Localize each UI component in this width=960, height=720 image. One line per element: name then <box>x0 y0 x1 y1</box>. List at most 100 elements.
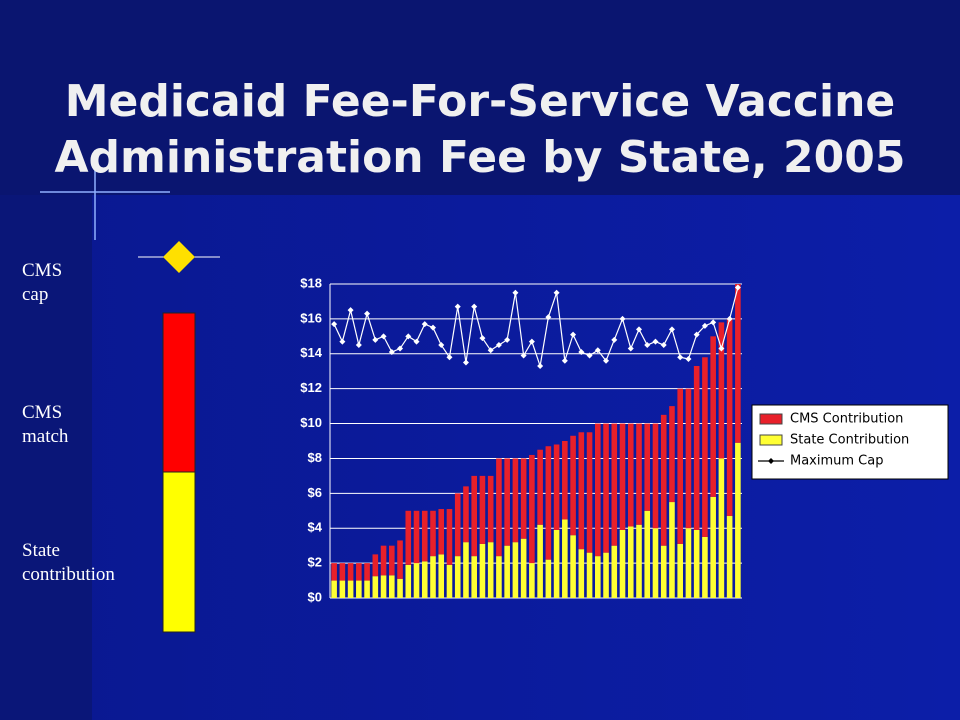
bar-segment <box>562 519 568 598</box>
legend-swatch <box>759 434 783 446</box>
bar-segment <box>496 556 502 598</box>
bar-segment <box>397 540 403 579</box>
bar-segment <box>438 554 445 598</box>
bar-segment <box>529 563 535 598</box>
legend-label: State Contribution <box>790 433 909 448</box>
cap-marker <box>619 315 626 322</box>
bar-segment <box>726 516 733 598</box>
cap-marker <box>537 362 544 369</box>
title-line: Administration Fee by State, 2005 <box>54 132 905 183</box>
bar-segment <box>487 542 494 598</box>
bar-segment <box>545 446 552 560</box>
cap-marker <box>504 336 511 343</box>
cap-marker <box>462 359 469 366</box>
cap-marker <box>364 310 371 317</box>
cap-marker <box>668 326 675 333</box>
bar-segment <box>619 529 626 598</box>
bar-segment <box>454 493 461 557</box>
bar-segment <box>430 510 436 557</box>
bar-segment <box>471 475 477 557</box>
bar-segment <box>644 510 651 598</box>
cap-marker <box>421 321 428 328</box>
bar-segment <box>636 524 642 598</box>
bar-segment <box>652 423 659 529</box>
bar-segment <box>537 449 543 525</box>
cap-marker <box>685 356 692 363</box>
y-tick-label: $12 <box>300 380 322 395</box>
bar-segment <box>512 458 519 543</box>
cap-marker <box>471 303 478 310</box>
bar-segment <box>496 458 502 557</box>
bar-segment <box>339 580 346 598</box>
bar-segment <box>372 576 379 598</box>
bar-segment <box>331 580 337 598</box>
cap-marker <box>446 354 453 361</box>
bar-segment <box>669 502 675 598</box>
bar-segment <box>636 423 642 525</box>
bar-segment <box>652 528 659 598</box>
bar-segment <box>677 388 683 544</box>
bar-segment <box>603 552 609 598</box>
cap-marker <box>479 335 486 342</box>
bar-segment <box>685 528 692 598</box>
bar-segment <box>364 563 370 581</box>
bar-segment <box>710 496 716 598</box>
bar-segment <box>331 563 337 581</box>
side-label: CMS <box>22 260 62 281</box>
bar-segment <box>545 559 552 598</box>
bar-segment <box>347 580 354 598</box>
bar-segment <box>595 556 601 598</box>
side-label: contribution <box>22 564 115 585</box>
cap-marker <box>603 357 610 364</box>
cap-marker <box>520 352 527 359</box>
bar-segment <box>413 510 420 564</box>
y-tick-label: $16 <box>300 310 322 325</box>
cap-marker <box>726 315 733 322</box>
bar-segment <box>520 538 527 598</box>
bar-segment <box>693 365 700 530</box>
cap-marker <box>430 324 436 331</box>
legend-box <box>751 404 949 480</box>
bar-segment <box>504 458 510 546</box>
bar-segment <box>669 406 675 503</box>
side-label: State <box>22 540 60 561</box>
cap-marker <box>553 289 560 296</box>
bar-segment <box>578 549 585 598</box>
bar-segment <box>512 542 519 598</box>
bar-segment <box>479 543 486 598</box>
bar-segment <box>463 542 469 598</box>
bar-segment <box>446 509 453 565</box>
cap-marker <box>528 338 535 345</box>
bar-segment <box>644 423 651 511</box>
legend-label: CMS Contribution <box>790 412 903 427</box>
bar-segment <box>735 284 741 443</box>
bar-segment <box>520 458 527 539</box>
y-tick-label: $10 <box>300 415 322 430</box>
y-tick-label: $4 <box>308 520 323 535</box>
cap-marker <box>627 345 634 352</box>
bar-segment <box>595 423 601 557</box>
cap-marker <box>397 345 404 352</box>
y-tick-label: $14 <box>300 345 322 360</box>
bar-segment <box>372 554 379 577</box>
bar-segment <box>389 545 395 576</box>
cap-line <box>333 287 739 367</box>
cap-marker <box>405 333 412 340</box>
bar-segment <box>660 414 667 546</box>
bar-segment <box>693 529 700 598</box>
bar-segment <box>735 442 741 598</box>
bar-segment <box>463 486 469 543</box>
bar-segment <box>347 563 354 581</box>
title-band <box>0 0 960 195</box>
cap-marker <box>355 342 362 349</box>
bar-segment <box>389 575 395 598</box>
cap-marker <box>734 284 741 291</box>
cap-marker <box>347 307 354 314</box>
legend-swatch <box>759 413 783 425</box>
bar-segment <box>405 564 412 598</box>
cap-marker <box>693 331 700 338</box>
cap-marker <box>413 338 420 345</box>
bar-segment <box>702 536 708 598</box>
cap-marker <box>710 319 717 326</box>
cap-marker <box>495 342 502 349</box>
